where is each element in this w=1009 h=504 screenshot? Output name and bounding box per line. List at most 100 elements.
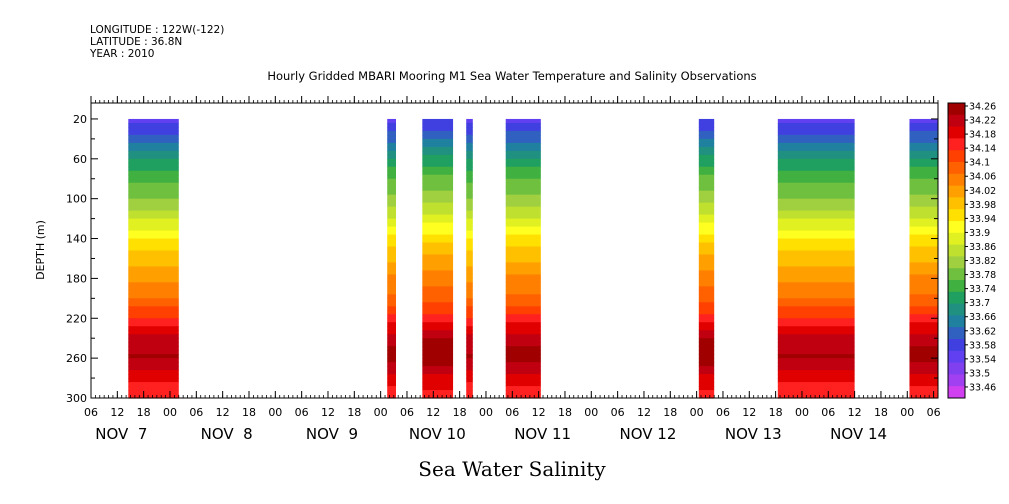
salinity-band — [698, 134, 715, 140]
salinity-band — [422, 350, 454, 355]
salinity-band — [128, 362, 179, 367]
salinity-band — [909, 210, 938, 216]
salinity-band — [698, 118, 715, 124]
salinity-band — [505, 234, 541, 240]
salinity-band — [128, 162, 179, 168]
salinity-band — [128, 198, 179, 204]
salinity-band — [466, 318, 473, 323]
salinity-band — [505, 190, 541, 196]
salinity-band — [422, 162, 454, 168]
salinity-band — [777, 186, 855, 192]
salinity-band — [466, 258, 473, 264]
x-tick-label: 06 — [84, 406, 98, 419]
salinity-band — [422, 290, 454, 295]
colorbar-label: 34.26 — [969, 102, 996, 113]
salinity-band — [909, 130, 938, 136]
colorbar-frame — [947, 102, 966, 399]
salinity-band — [466, 138, 473, 144]
salinity-band — [387, 150, 397, 156]
salinity-band — [422, 118, 454, 124]
salinity-band — [777, 394, 855, 399]
salinity-band — [422, 202, 454, 208]
salinity-band — [909, 274, 938, 280]
salinity-band — [387, 394, 397, 399]
x-tick-label: 12 — [110, 406, 124, 419]
salinity-band — [909, 138, 938, 144]
salinity-band — [422, 126, 454, 132]
colorbar-label: 33.82 — [969, 256, 996, 267]
salinity-band — [505, 150, 541, 156]
salinity-band — [777, 118, 855, 124]
salinity-band — [128, 258, 179, 264]
salinity-band — [128, 150, 179, 156]
colorbar-swatch — [948, 315, 965, 328]
salinity-band — [505, 334, 541, 339]
salinity-band — [505, 238, 541, 244]
salinity-band — [698, 318, 715, 323]
y-tick-label: 60 — [73, 153, 87, 166]
salinity-band — [128, 358, 179, 363]
salinity-band — [698, 294, 715, 299]
salinity-band — [909, 310, 938, 315]
salinity-band — [466, 274, 473, 280]
salinity-band — [128, 354, 179, 359]
salinity-band — [128, 342, 179, 347]
salinity-band — [466, 346, 473, 351]
salinity-band — [128, 274, 179, 280]
salinity-band — [387, 266, 397, 272]
salinity-band — [777, 138, 855, 144]
salinity-band — [422, 158, 454, 164]
salinity-band — [909, 206, 938, 212]
salinity-band — [422, 166, 454, 172]
x-tick-label: 12 — [426, 406, 440, 419]
salinity-band — [128, 250, 179, 256]
salinity-band — [422, 390, 454, 395]
salinity-band — [505, 266, 541, 272]
salinity-band — [505, 366, 541, 371]
salinity-band — [909, 238, 938, 244]
salinity-band — [698, 142, 715, 148]
salinity-band — [909, 250, 938, 256]
salinity-band — [422, 386, 454, 391]
salinity-band — [777, 386, 855, 391]
salinity-band — [128, 346, 179, 351]
salinity-band — [422, 330, 454, 335]
salinity-band — [777, 190, 855, 196]
salinity-band — [466, 334, 473, 339]
salinity-band — [387, 362, 397, 367]
salinity-band — [387, 334, 397, 339]
salinity-band — [698, 206, 715, 212]
salinity-band — [422, 314, 454, 319]
x-day-label: NOV 12 — [620, 425, 677, 443]
salinity-band — [422, 210, 454, 216]
data-segment — [422, 118, 454, 399]
salinity-band — [387, 206, 397, 212]
salinity-band — [387, 238, 397, 244]
salinity-band — [422, 342, 454, 347]
salinity-band — [505, 154, 541, 160]
salinity-band — [777, 254, 855, 260]
salinity-band — [387, 138, 397, 144]
salinity-band — [505, 194, 541, 200]
salinity-band — [422, 262, 454, 268]
salinity-band — [909, 246, 938, 252]
salinity-band — [422, 362, 454, 367]
salinity-band — [698, 198, 715, 204]
salinity-band — [387, 390, 397, 395]
salinity-band — [505, 338, 541, 343]
salinity-band — [466, 234, 473, 240]
salinity-band — [466, 154, 473, 160]
x-tick-label: 06 — [611, 406, 625, 419]
salinity-band — [387, 222, 397, 228]
salinity-band — [698, 162, 715, 168]
salinity-band — [422, 326, 454, 331]
salinity-band — [387, 306, 397, 311]
salinity-band — [466, 394, 473, 399]
salinity-band — [909, 294, 938, 299]
salinity-band — [698, 214, 715, 220]
salinity-band — [128, 382, 179, 387]
x-tick-label: 18 — [347, 406, 361, 419]
salinity-band — [505, 162, 541, 168]
salinity-band — [466, 182, 473, 188]
salinity-band — [387, 342, 397, 347]
